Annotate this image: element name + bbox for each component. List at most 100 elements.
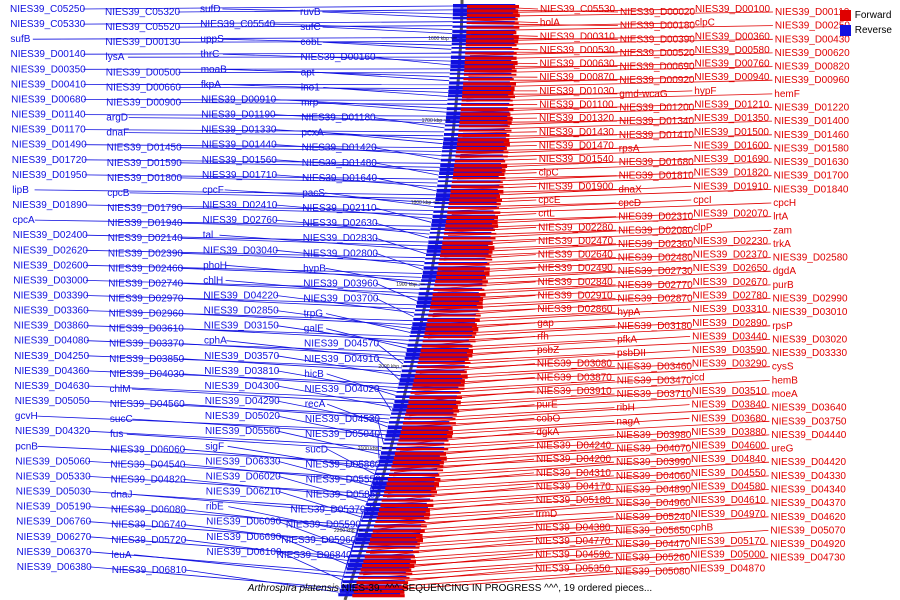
forward-gene-label[interactable]: clpC — [539, 168, 559, 179]
reverse-gene-label[interactable]: NIES39_D01790 — [107, 203, 182, 214]
forward-gene-label[interactable]: NIES39_D01410 — [619, 130, 694, 141]
forward-gene-label[interactable]: NIES39_D00390 — [620, 34, 695, 45]
reverse-gene-label[interactable]: chlM — [110, 384, 131, 395]
reverse-gene-label[interactable]: NIES39_D05020 — [205, 411, 280, 422]
reverse-gene-label[interactable]: chlH — [203, 275, 223, 286]
forward-gene-label[interactable]: NIES39_D01810 — [619, 171, 694, 182]
reverse-gene-label[interactable]: leuA — [112, 550, 132, 561]
reverse-gene-label[interactable]: NIES39_C05250 — [10, 4, 85, 15]
reverse-gene-label[interactable]: NIES39_D03960 — [303, 278, 378, 289]
reverse-gene-label[interactable]: NIES39_D00900 — [106, 98, 181, 109]
forward-gene-label[interactable]: NIES39_D01400 — [774, 116, 849, 127]
forward-gene-label[interactable]: NIES39_D02070 — [693, 209, 768, 220]
reverse-gene-label[interactable]: phoH — [203, 260, 227, 271]
reverse-gene-label[interactable]: sufD — [200, 4, 221, 15]
forward-gene-label[interactable]: NIES39_D04730 — [770, 553, 845, 564]
forward-gene-label[interactable]: NIES39_D01210 — [694, 100, 769, 111]
forward-gene-label[interactable]: rpsA — [619, 143, 640, 154]
forward-gene-label[interactable]: NIES39_D02370 — [693, 250, 768, 261]
forward-gene-label[interactable]: NIES39_D01500 — [694, 127, 769, 138]
forward-gene-label[interactable]: NIES39_D01460 — [774, 130, 849, 141]
reverse-gene-label[interactable]: uppS — [200, 34, 224, 45]
reverse-gene-label[interactable]: NIES39_D04080 — [14, 336, 89, 347]
reverse-gene-label[interactable]: NIES39_D02460 — [108, 263, 183, 274]
reverse-gene-label[interactable]: NIES39_D01560 — [202, 155, 277, 166]
reverse-gene-label[interactable]: NIES39_D06380 — [17, 562, 92, 573]
forward-gene-label[interactable]: NIES39_D00690 — [620, 62, 695, 73]
forward-gene-label[interactable]: NIES39_D04370 — [771, 498, 846, 509]
forward-gene-label[interactable]: NIES39_D04440 — [771, 430, 846, 441]
reverse-gene-label[interactable]: NIES39_D04030 — [109, 369, 184, 380]
reverse-gene-label[interactable]: NIES39_D04630 — [15, 381, 90, 392]
reverse-gene-label[interactable]: NIES39_D06810 — [112, 565, 187, 576]
reverse-gene-label[interactable]: NIES39_D03700 — [303, 294, 378, 305]
forward-gene-label[interactable]: hypF — [694, 86, 716, 97]
reverse-gene-label[interactable]: dnaF — [106, 128, 129, 139]
forward-gene-label[interactable]: icd — [692, 372, 705, 383]
reverse-gene-label[interactable]: NIES39_D05050 — [15, 396, 90, 407]
reverse-gene-label[interactable]: NIES39_D04530 — [305, 414, 380, 425]
reverse-gene-label[interactable]: NIES39_D01890 — [12, 200, 87, 211]
reverse-gene-label[interactable]: NIES39_D06060 — [110, 444, 185, 455]
forward-gene-label[interactable]: hemB — [772, 375, 798, 386]
forward-gene-label[interactable]: NIES39_C05530 — [540, 4, 615, 15]
forward-gene-label[interactable]: NIES39_D00520 — [620, 48, 695, 59]
forward-gene-label[interactable]: NIES39_D04060 — [616, 471, 691, 482]
reverse-gene-label[interactable]: tal — [203, 230, 214, 241]
forward-gene-label[interactable]: NIES39_D03470 — [617, 375, 692, 386]
forward-gene-label[interactable]: NIES39_D04200 — [536, 454, 611, 465]
reverse-gene-label[interactable]: NIES39_D01170 — [11, 125, 86, 136]
reverse-gene-label[interactable]: sigF — [205, 441, 224, 452]
forward-gene-label[interactable]: ureG — [771, 444, 793, 455]
reverse-gene-label[interactable]: NIES39_D01590 — [107, 158, 182, 169]
forward-gene-label[interactable]: NIES39_D02770 — [618, 280, 693, 291]
forward-gene-label[interactable]: NIES39_D04340 — [771, 485, 846, 496]
forward-gene-label[interactable]: NIES39_D03880 — [691, 427, 766, 438]
reverse-gene-label[interactable]: NIES39_D00680 — [11, 95, 86, 106]
reverse-gene-label[interactable]: cpcB — [107, 188, 130, 199]
reverse-gene-label[interactable]: NIES39_D04320 — [15, 426, 90, 437]
reverse-gene-label[interactable]: sufC — [300, 22, 321, 33]
forward-gene-label[interactable]: crtL — [538, 209, 555, 220]
forward-gene-label[interactable]: trkA — [773, 239, 791, 250]
forward-gene-label[interactable]: NIES39_D05170 — [690, 536, 765, 547]
reverse-gene-label[interactable]: NIES39_D00140 — [11, 49, 86, 60]
forward-gene-label[interactable]: NIES39_D00870 — [539, 72, 614, 83]
reverse-gene-label[interactable]: NIES39_D05550 — [306, 474, 381, 485]
forward-gene-label[interactable]: NIES39_D01100 — [539, 100, 614, 111]
reverse-gene-label[interactable]: NIES39_D04540 — [110, 459, 185, 470]
forward-gene-label[interactable]: NIES39_D05650 — [615, 525, 690, 536]
reverse-gene-label[interactable]: cpcA — [13, 215, 36, 226]
forward-gene-label[interactable]: NIES39_D01030 — [539, 86, 614, 97]
reverse-gene-label[interactable]: NIES39_D01140 — [11, 110, 86, 121]
reverse-gene-label[interactable]: NIES39_D05720 — [111, 535, 186, 546]
forward-gene-label[interactable]: NIES39_D02360 — [618, 239, 693, 250]
reverse-gene-label[interactable]: NIES39_D02830 — [303, 233, 378, 244]
forward-gene-label[interactable]: NIES39_D00110 — [775, 7, 850, 18]
reverse-gene-label[interactable]: NIES39_D04300 — [205, 381, 280, 392]
forward-gene-label[interactable]: NIES39_D05000 — [690, 550, 765, 561]
reverse-gene-label[interactable]: NIES39_D05040 — [305, 429, 380, 440]
reverse-gene-label[interactable]: NIES39_D05960 — [281, 535, 356, 546]
reverse-gene-label[interactable]: NIES39_D04910 — [304, 354, 379, 365]
forward-gene-label[interactable]: purE — [537, 400, 558, 411]
forward-gene-label[interactable]: NIES39_D01320 — [539, 113, 614, 124]
forward-gene-label[interactable]: NIES39_D04420 — [771, 457, 846, 468]
forward-gene-label[interactable]: NIES39_D02840 — [538, 277, 613, 288]
reverse-gene-label[interactable]: NIES39_D06020 — [206, 471, 281, 482]
reverse-gene-label[interactable]: NIES39_D06740 — [111, 520, 186, 531]
forward-gene-label[interactable]: cysS — [772, 362, 794, 373]
forward-gene-label[interactable]: nagA — [616, 416, 640, 427]
reverse-gene-label[interactable]: recA — [305, 399, 326, 410]
forward-gene-label[interactable]: NIES39_D00310 — [540, 31, 615, 42]
forward-gene-label[interactable]: psbDII — [617, 348, 646, 359]
reverse-gene-label[interactable]: sucD — [305, 444, 328, 455]
forward-gene-label[interactable]: NIES39_D02080 — [618, 225, 693, 236]
forward-gene-label[interactable]: dgdA — [773, 266, 797, 277]
reverse-gene-label[interactable]: NIES39_D02850 — [204, 306, 279, 317]
reverse-gene-label[interactable]: NIES39_D01800 — [107, 173, 182, 184]
reverse-gene-label[interactable]: NIES39_C05540 — [200, 19, 275, 30]
forward-gene-label[interactable]: NIES39_D01580 — [774, 143, 849, 154]
reverse-gene-label[interactable]: NIES39_D02400 — [13, 230, 88, 241]
reverse-gene-label[interactable]: NIES39_D01330 — [201, 125, 276, 136]
